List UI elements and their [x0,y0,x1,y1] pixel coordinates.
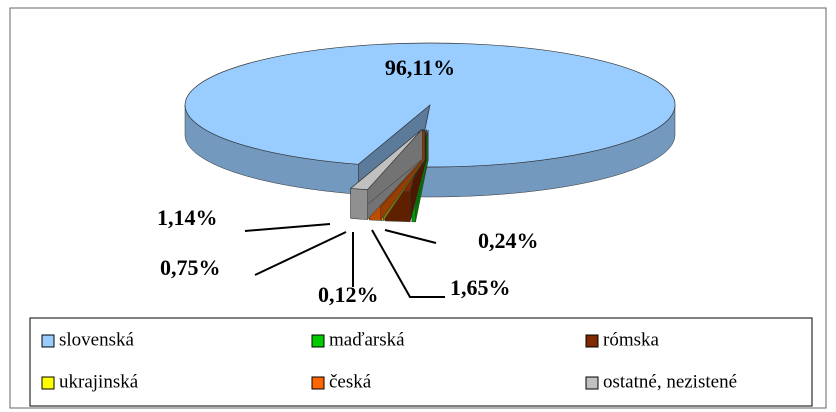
data-label: 0,24% [478,228,539,253]
legend-swatch [585,376,599,390]
leader-line [384,229,437,244]
legend-box [29,317,813,407]
data-label: 0,75% [160,255,221,280]
legend-label: ukrajinská [59,371,139,392]
data-label: 1,65% [450,275,511,300]
slice [184,42,676,168]
legend-label: slovenská [59,329,135,350]
legend-swatch [311,376,325,390]
leader-line [371,229,445,298]
legend-swatch [585,334,599,348]
leader-line [254,231,347,276]
legend-label: česká [329,371,372,392]
legend-label: ostatné, nezistené [603,371,737,392]
legend-label: maďarská [329,329,405,350]
data-label: 96,11% [385,55,455,80]
legend-label: rómska [603,329,660,350]
slice [349,128,423,190]
legend-swatch [311,334,325,348]
legend-swatch [41,376,55,390]
legend-swatch [41,334,55,348]
slice-wall [350,188,368,220]
data-label: 0,12% [318,282,379,307]
leader-line [244,223,331,232]
data-label: 1,14% [157,205,218,230]
